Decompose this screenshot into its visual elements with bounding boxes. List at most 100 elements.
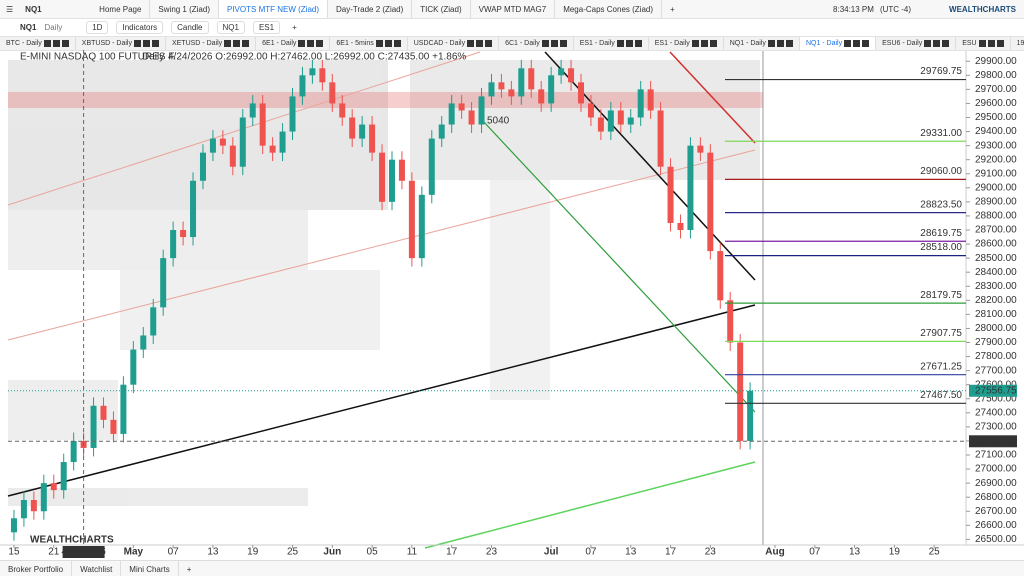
watchlist-tab[interactable]: NQ1 - Daily bbox=[724, 37, 800, 50]
candle-body bbox=[398, 159, 405, 181]
y-tick-label: 29000.00 bbox=[975, 182, 1017, 193]
candle-body bbox=[209, 138, 216, 153]
price-level-label: 28179.75 bbox=[920, 290, 962, 301]
candle-body bbox=[548, 75, 555, 104]
y-tick-label: 27400.00 bbox=[975, 407, 1017, 418]
tab[interactable]: PIVOTS MTF NEW (Ziad) bbox=[219, 0, 328, 18]
chart-style[interactable]: Candle bbox=[171, 21, 209, 34]
watchlist-tab-label: XBTUSD - Daily bbox=[81, 40, 132, 47]
x-tick-label: Jun bbox=[323, 547, 341, 558]
watchlist-tab[interactable]: USDCAD - Daily bbox=[408, 37, 500, 50]
watchlist-tab[interactable]: XBTUSD - Daily bbox=[76, 37, 166, 50]
footer-tab[interactable]: Broker Portfolio bbox=[0, 561, 73, 576]
watchlist-tab[interactable]: ES1 - Daily bbox=[649, 37, 724, 50]
price-level-label: 27907.75 bbox=[920, 328, 962, 339]
tab-icon bbox=[242, 40, 250, 47]
candle-body bbox=[90, 405, 97, 448]
candle-body bbox=[349, 117, 356, 139]
compare-symbol[interactable]: NQ1 bbox=[216, 21, 245, 34]
x-tick-label: Jul bbox=[544, 547, 559, 558]
tab[interactable]: TICK (Ziad) bbox=[412, 0, 471, 18]
y-tick-label: 29700.00 bbox=[975, 84, 1017, 95]
y-tick-label: 29300.00 bbox=[975, 140, 1017, 151]
watchlist-tab[interactable]: ESU6 - Daily bbox=[876, 37, 957, 50]
indicators-button[interactable]: Indicators bbox=[116, 21, 164, 34]
tab[interactable]: VWAP MTD MAG7 bbox=[471, 0, 556, 18]
y-tick-label: 28600.00 bbox=[975, 239, 1017, 250]
chart-toolbar: NQ1 Daily 1D Indicators Candle NQ1 ES1 + bbox=[0, 19, 1024, 37]
tab[interactable]: Swing 1 (Ziad) bbox=[150, 0, 219, 18]
candle-body bbox=[508, 89, 515, 97]
candle-body bbox=[488, 82, 495, 97]
watchlist-tab[interactable]: BTC - Daily bbox=[0, 37, 76, 50]
watchlist-tab[interactable]: NQ1 - Daily bbox=[799, 37, 877, 50]
y-tick-label: 28200.00 bbox=[975, 295, 1017, 306]
add-compare[interactable]: + bbox=[292, 23, 297, 32]
price-level-label: 28518.00 bbox=[920, 242, 962, 253]
compare-symbol[interactable]: ES1 bbox=[252, 21, 281, 34]
timezone[interactable]: (UTC -4) bbox=[879, 4, 912, 14]
tab-icon bbox=[541, 40, 549, 47]
tab-icon bbox=[987, 40, 995, 47]
watchlist-tab[interactable]: ES1 - Daily bbox=[574, 37, 649, 50]
tab-icon bbox=[384, 40, 392, 47]
tab-icon bbox=[151, 40, 159, 47]
x-tick-label: 13 bbox=[849, 547, 861, 558]
candle-body bbox=[647, 89, 654, 111]
watchlist-tab[interactable]: 6E1 - Daily bbox=[256, 37, 331, 50]
candle-body bbox=[160, 258, 167, 308]
price-level-label: 27671.25 bbox=[920, 361, 962, 372]
watchlist-tab-label: ES1 - Daily bbox=[579, 40, 615, 47]
x-tick-label: 25 bbox=[929, 547, 941, 558]
watchlist-count[interactable]: 19 bbox=[1016, 40, 1024, 47]
x-tick-label: 05 bbox=[367, 547, 379, 558]
candle-body bbox=[329, 82, 336, 104]
candle-body bbox=[140, 335, 147, 350]
candle-body bbox=[170, 230, 177, 259]
menu[interactable]: ☰ bbox=[6, 4, 14, 14]
chart-title: E-MINI NASDAQ 100 FUTURES F... bbox=[20, 52, 182, 63]
tab-icon bbox=[924, 40, 932, 47]
tab-icon bbox=[691, 40, 699, 47]
x-tick-label: 07 bbox=[168, 547, 180, 558]
candle-body bbox=[299, 75, 306, 97]
tab-icon bbox=[853, 40, 861, 47]
watchlist-tab[interactable]: ESU bbox=[956, 37, 1011, 50]
candle-body bbox=[438, 124, 445, 139]
tab-icon bbox=[316, 40, 324, 47]
candle-body bbox=[677, 222, 684, 230]
symbol-search[interactable]: NQ1 bbox=[25, 4, 42, 14]
footer-tab[interactable]: Mini Charts bbox=[121, 561, 179, 576]
candle-body bbox=[697, 145, 704, 153]
chart-bg bbox=[0, 50, 1024, 560]
y-tick-label: 27200.00 bbox=[975, 436, 1017, 447]
y-tick-label: 29800.00 bbox=[975, 70, 1017, 81]
symbol[interactable]: NQ1 bbox=[20, 23, 37, 32]
tab-icon bbox=[933, 40, 941, 47]
watchlist-tab[interactable]: XETUSD - Daily bbox=[166, 37, 257, 50]
tab[interactable]: Home Page bbox=[91, 0, 151, 18]
timeframe[interactable]: 1D bbox=[86, 21, 109, 34]
candle-body bbox=[269, 145, 276, 153]
x-tick-label: 07 bbox=[809, 547, 821, 558]
x-tick-label: 13 bbox=[207, 547, 219, 558]
candle-body bbox=[289, 96, 296, 132]
watchlist-tab[interactable]: 6E1 - 5mins bbox=[330, 37, 408, 50]
candle-body bbox=[408, 180, 415, 259]
add-panel[interactable]: + bbox=[186, 564, 192, 574]
candle-body bbox=[617, 110, 624, 125]
tab-icon bbox=[767, 40, 775, 47]
watchlist-tab[interactable]: 6C1 - Daily bbox=[499, 37, 574, 50]
interval[interactable]: Daily bbox=[44, 23, 63, 32]
tab[interactable]: Mega-Caps Cones (Ziad) bbox=[555, 0, 662, 18]
add-tab[interactable]: + bbox=[670, 4, 675, 14]
y-tick-label: 27900.00 bbox=[975, 337, 1017, 348]
candle-body bbox=[239, 117, 246, 167]
footer-tab[interactable]: Watchlist bbox=[72, 561, 122, 576]
tab[interactable]: Day-Trade 2 (Ziad) bbox=[328, 0, 413, 18]
candle-body bbox=[468, 110, 475, 125]
y-tick-label: 29500.00 bbox=[975, 112, 1017, 123]
x-tick-label: May bbox=[124, 547, 144, 558]
watchlist-tab-label: ES1 - Daily bbox=[654, 40, 690, 47]
